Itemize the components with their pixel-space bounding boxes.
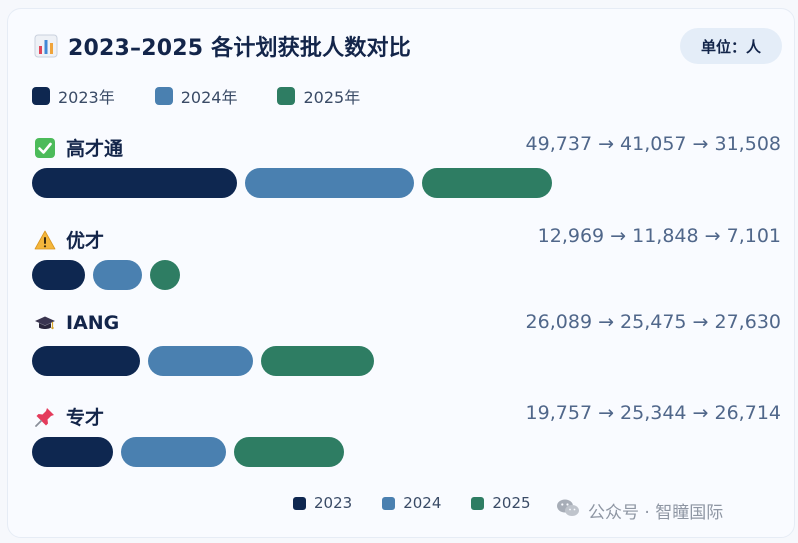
legend-swatch-2024 xyxy=(382,496,396,510)
category-label: 专才 xyxy=(66,407,105,429)
category-label: 优才 xyxy=(66,230,105,252)
legend-item-2023: 2023 xyxy=(293,494,352,512)
legend-label: 2024 xyxy=(403,494,442,512)
legend-swatch-2025 xyxy=(471,496,485,510)
bar-高才通-2025年 xyxy=(422,168,553,198)
legend-swatch-2025 xyxy=(277,87,296,105)
bar-专才-2024年 xyxy=(121,437,226,467)
bar-专才-2025年 xyxy=(233,437,344,467)
value-labels: 19,757 → 25,344 → 26,714 xyxy=(525,402,781,424)
pushpin-icon xyxy=(34,406,56,428)
legend-item-2025: 2025 xyxy=(471,494,531,512)
title-row: 2023–2025 各计划获批人数对比 xyxy=(34,30,411,62)
legend-swatch-2023 xyxy=(32,87,50,105)
legend-item-2024: 2024年 xyxy=(154,84,238,108)
bar-IANG-2025年 xyxy=(260,346,375,376)
bar-优才-2023年 xyxy=(32,260,86,290)
category-label: 高才通 xyxy=(66,138,124,160)
legend-label: 2025年 xyxy=(303,88,361,107)
legend-label: 2023年 xyxy=(58,88,115,107)
category-label-row: 优才 xyxy=(34,226,104,253)
legend-bottom: 2023 2024 2025 xyxy=(293,494,561,512)
bar-chart-icon xyxy=(34,34,58,58)
legend-swatch-2023 xyxy=(293,496,306,510)
bar-优才-2024年 xyxy=(93,260,143,290)
unit-badge: 单位：人 xyxy=(680,28,782,64)
watermark: 公众号 · 智瞳国际 xyxy=(556,498,723,523)
warning-icon xyxy=(34,229,56,251)
legend-label: 2025 xyxy=(492,494,531,512)
bar-IANG-2024年 xyxy=(147,346,253,376)
legend-top: 2023年 2024年 2025年 xyxy=(32,84,400,108)
bar-专才-2023年 xyxy=(32,437,114,467)
legend-item-2023: 2023年 xyxy=(32,84,115,108)
bar-IANG-2023年 xyxy=(32,346,140,376)
category-label-row: 专才 xyxy=(34,403,104,430)
value-labels: 49,737 → 41,057 → 31,508 xyxy=(525,133,781,155)
bar-优才-2025年 xyxy=(150,260,181,290)
graduation-cap-icon xyxy=(34,312,56,334)
category-label-row: IANG xyxy=(34,312,119,334)
value-labels: 26,089 → 25,475 → 27,630 xyxy=(525,311,781,333)
bar-高才通-2023年 xyxy=(32,168,237,198)
check-mark-icon xyxy=(34,137,56,159)
wechat-icon xyxy=(556,498,580,523)
chart-title: 2023–2025 各计划获批人数对比 xyxy=(68,36,411,61)
watermark-text: 公众号 · 智瞳国际 xyxy=(588,503,724,523)
legend-swatch-2024 xyxy=(154,87,173,105)
value-labels: 12,969 → 11,848 → 7,101 xyxy=(537,225,781,247)
bar-高才通-2024年 xyxy=(245,168,415,198)
legend-item-2024: 2024 xyxy=(382,494,441,512)
legend-label: 2023 xyxy=(314,494,353,512)
legend-label: 2024年 xyxy=(180,88,238,107)
category-label: IANG xyxy=(66,312,120,334)
legend-item-2025: 2025年 xyxy=(277,84,360,108)
category-label-row: 高才通 xyxy=(34,134,123,161)
